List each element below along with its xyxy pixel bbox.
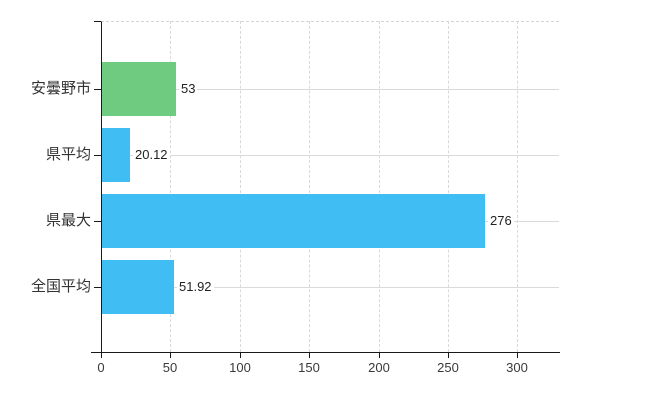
category-label: 県平均 <box>45 146 91 163</box>
x-tick-label: 250 <box>437 360 459 375</box>
x-tick-label: 50 <box>162 360 178 375</box>
bar <box>102 194 485 248</box>
vertical-gridline <box>309 21 310 352</box>
vertical-gridline <box>170 21 171 352</box>
x-tick-label: 150 <box>298 360 320 375</box>
x-axis-tick <box>101 353 102 358</box>
category-label: 安曇野市 <box>30 80 91 97</box>
category-label: 全国平均 <box>30 278 91 295</box>
vertical-gridline <box>517 21 518 352</box>
vertical-gridline <box>379 21 380 352</box>
x-axis-tick <box>309 353 310 358</box>
y-axis-tick <box>94 155 101 156</box>
horizontal-gridline <box>102 155 559 156</box>
x-axis-tick <box>517 353 518 358</box>
plot-area <box>101 21 559 352</box>
value-label: 20.12 <box>133 147 170 163</box>
x-tick-label: 100 <box>229 360 251 375</box>
horizontal-gridline <box>102 287 559 288</box>
y-axis-top-tick <box>94 21 101 22</box>
category-label: 県最大 <box>45 212 91 229</box>
x-tick-label: 200 <box>368 360 390 375</box>
bar <box>102 260 174 314</box>
bar <box>102 128 130 182</box>
value-label: 53 <box>179 81 198 97</box>
vertical-gridline <box>240 21 241 352</box>
x-axis <box>91 352 560 353</box>
x-axis-tick <box>240 353 241 358</box>
value-label: 51.92 <box>177 279 214 295</box>
value-label: 276 <box>488 213 514 229</box>
x-tick-label: 0 <box>97 360 105 375</box>
y-axis-tick <box>94 221 101 222</box>
bar <box>102 62 176 116</box>
x-axis-tick <box>448 353 449 358</box>
y-axis-tick <box>94 89 101 90</box>
x-axis-tick <box>379 353 380 358</box>
x-axis-tick <box>170 353 171 358</box>
y-axis-tick <box>94 287 101 288</box>
vertical-gridline <box>448 21 449 352</box>
horizontal-gridline <box>102 89 559 90</box>
x-tick-label: 300 <box>506 360 528 375</box>
